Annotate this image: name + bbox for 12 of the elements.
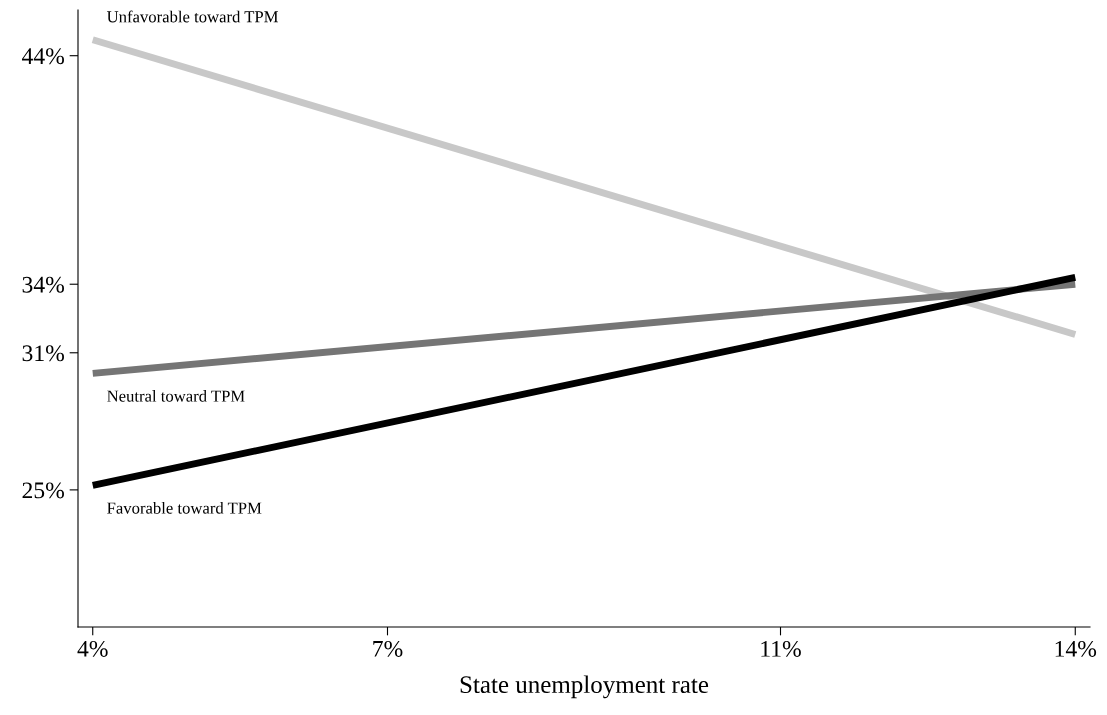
- series-label: Favorable toward TPM: [107, 501, 262, 514]
- x-tick-label: 14%: [1055, 640, 1097, 657]
- x-axis-title: State unemployment rate: [460, 675, 709, 699]
- x-tick-label: 4%: [77, 640, 108, 657]
- y-tick-label: 31%: [22, 345, 64, 362]
- y-tick-label: 25%: [22, 482, 64, 499]
- series-label: Neutral toward TPM: [107, 390, 245, 402]
- y-tick-label: 44%: [21, 48, 64, 65]
- series-label: Unfavorable toward TPM: [106, 10, 279, 23]
- y-tick-label: 34%: [22, 276, 64, 293]
- x-tick-label: 11%: [761, 640, 801, 657]
- x-tick-label: 7%: [373, 640, 403, 657]
